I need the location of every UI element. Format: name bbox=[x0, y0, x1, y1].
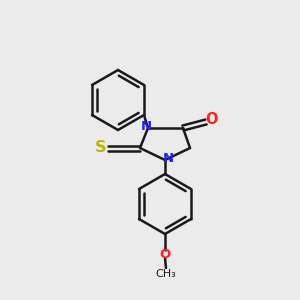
Text: O: O bbox=[159, 248, 171, 262]
Text: O: O bbox=[205, 112, 217, 127]
Text: N: N bbox=[162, 152, 174, 166]
Text: S: S bbox=[95, 140, 107, 155]
Text: N: N bbox=[140, 121, 152, 134]
Text: CH₃: CH₃ bbox=[156, 269, 176, 279]
